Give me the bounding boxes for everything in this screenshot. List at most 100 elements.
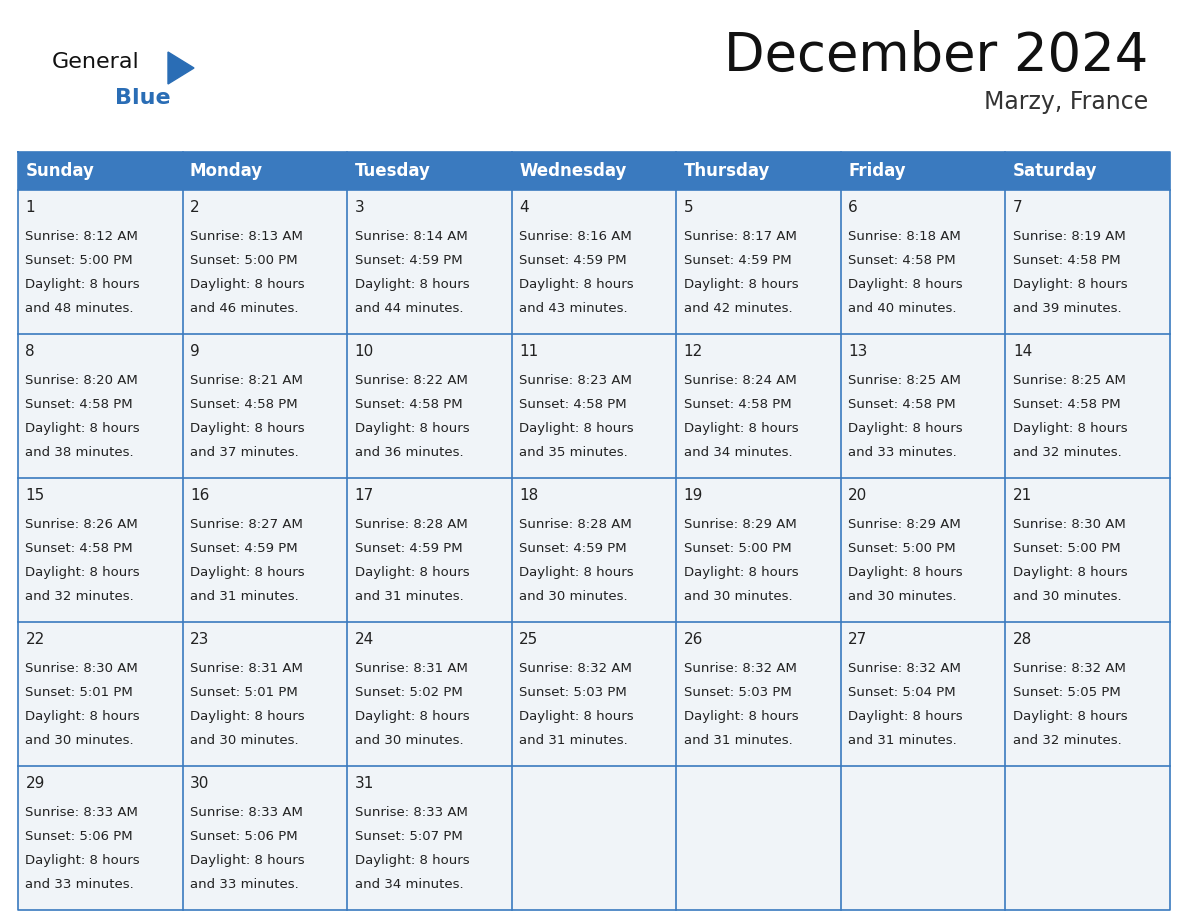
Bar (1005, 766, 1170, 910)
Text: Daylight: 8 hours: Daylight: 8 hours (354, 422, 469, 435)
Text: Sunrise: 8:31 AM: Sunrise: 8:31 AM (190, 662, 303, 676)
Text: General: General (52, 52, 140, 72)
Text: and 30 minutes.: and 30 minutes. (848, 589, 956, 602)
Bar (347, 334, 512, 478)
Bar (347, 478, 512, 622)
Text: Sunset: 5:00 PM: Sunset: 5:00 PM (25, 254, 133, 267)
Text: Sunset: 5:04 PM: Sunset: 5:04 PM (848, 686, 956, 700)
Text: Sunset: 4:58 PM: Sunset: 4:58 PM (519, 398, 627, 411)
Text: and 31 minutes.: and 31 minutes. (354, 589, 463, 602)
Bar (841, 152, 1005, 190)
Text: 15: 15 (25, 488, 45, 503)
Text: and 33 minutes.: and 33 minutes. (190, 878, 298, 890)
Text: 26: 26 (683, 633, 703, 647)
Text: Sunset: 4:59 PM: Sunset: 4:59 PM (190, 543, 298, 555)
Text: and 34 minutes.: and 34 minutes. (354, 878, 463, 890)
Text: Sunset: 5:00 PM: Sunset: 5:00 PM (848, 543, 956, 555)
Bar (1005, 190, 1170, 334)
Text: and 30 minutes.: and 30 minutes. (683, 589, 792, 602)
Text: Sunrise: 8:32 AM: Sunrise: 8:32 AM (1013, 662, 1126, 676)
Text: Sunset: 5:03 PM: Sunset: 5:03 PM (683, 686, 791, 700)
Polygon shape (168, 52, 194, 84)
Text: 23: 23 (190, 633, 209, 647)
Text: 30: 30 (190, 776, 209, 791)
Text: Daylight: 8 hours: Daylight: 8 hours (1013, 710, 1127, 722)
Text: Daylight: 8 hours: Daylight: 8 hours (519, 278, 633, 291)
Text: Daylight: 8 hours: Daylight: 8 hours (683, 422, 798, 435)
Text: 8: 8 (25, 344, 34, 359)
Text: Sunrise: 8:30 AM: Sunrise: 8:30 AM (25, 662, 138, 676)
Bar (512, 190, 676, 334)
Bar (18, 190, 183, 334)
Text: Sunrise: 8:30 AM: Sunrise: 8:30 AM (1013, 519, 1125, 532)
Bar (1005, 152, 1170, 190)
Text: Sunrise: 8:33 AM: Sunrise: 8:33 AM (190, 806, 303, 820)
Text: Sunset: 4:59 PM: Sunset: 4:59 PM (354, 254, 462, 267)
Text: 29: 29 (25, 776, 45, 791)
Text: Thursday: Thursday (683, 162, 770, 180)
Text: Sunrise: 8:29 AM: Sunrise: 8:29 AM (848, 519, 961, 532)
Text: Sunrise: 8:25 AM: Sunrise: 8:25 AM (1013, 375, 1126, 387)
Bar (347, 152, 512, 190)
Text: Sunrise: 8:17 AM: Sunrise: 8:17 AM (683, 230, 797, 243)
Text: 6: 6 (848, 200, 858, 215)
Text: 28: 28 (1013, 633, 1032, 647)
Text: and 31 minutes.: and 31 minutes. (683, 733, 792, 746)
Text: and 48 minutes.: and 48 minutes. (25, 302, 134, 315)
Text: Daylight: 8 hours: Daylight: 8 hours (190, 565, 304, 579)
Text: Sunrise: 8:20 AM: Sunrise: 8:20 AM (25, 375, 138, 387)
Text: Sunset: 4:58 PM: Sunset: 4:58 PM (848, 398, 956, 411)
Bar (183, 766, 347, 910)
Text: Sunrise: 8:29 AM: Sunrise: 8:29 AM (683, 519, 796, 532)
Text: Daylight: 8 hours: Daylight: 8 hours (848, 278, 963, 291)
Text: and 30 minutes.: and 30 minutes. (354, 733, 463, 746)
Text: Sunset: 5:05 PM: Sunset: 5:05 PM (1013, 686, 1120, 700)
Text: Sunrise: 8:27 AM: Sunrise: 8:27 AM (190, 519, 303, 532)
Text: Sunrise: 8:19 AM: Sunrise: 8:19 AM (1013, 230, 1125, 243)
Bar (512, 334, 676, 478)
Bar (841, 766, 1005, 910)
Text: Sunrise: 8:33 AM: Sunrise: 8:33 AM (354, 806, 467, 820)
Bar (18, 766, 183, 910)
Text: Sunrise: 8:32 AM: Sunrise: 8:32 AM (519, 662, 632, 676)
Text: Sunset: 5:03 PM: Sunset: 5:03 PM (519, 686, 627, 700)
Text: and 40 minutes.: and 40 minutes. (848, 302, 956, 315)
Text: and 31 minutes.: and 31 minutes. (848, 733, 958, 746)
Text: Sunday: Sunday (25, 162, 94, 180)
Bar (183, 334, 347, 478)
Text: Daylight: 8 hours: Daylight: 8 hours (25, 422, 140, 435)
Text: and 32 minutes.: and 32 minutes. (1013, 733, 1121, 746)
Text: Daylight: 8 hours: Daylight: 8 hours (683, 710, 798, 722)
Text: Sunset: 4:58 PM: Sunset: 4:58 PM (683, 398, 791, 411)
Text: December 2024: December 2024 (723, 30, 1148, 82)
Text: 25: 25 (519, 633, 538, 647)
Text: and 32 minutes.: and 32 minutes. (1013, 445, 1121, 459)
Text: and 35 minutes.: and 35 minutes. (519, 445, 628, 459)
Bar (183, 622, 347, 766)
Text: 16: 16 (190, 488, 209, 503)
Text: Sunset: 5:00 PM: Sunset: 5:00 PM (683, 543, 791, 555)
Text: 9: 9 (190, 344, 200, 359)
Bar (18, 478, 183, 622)
Text: 22: 22 (25, 633, 45, 647)
Text: 13: 13 (848, 344, 867, 359)
Text: Sunrise: 8:28 AM: Sunrise: 8:28 AM (354, 519, 467, 532)
Text: and 31 minutes.: and 31 minutes. (190, 589, 298, 602)
Text: and 39 minutes.: and 39 minutes. (1013, 302, 1121, 315)
Text: and 38 minutes.: and 38 minutes. (25, 445, 134, 459)
Text: Daylight: 8 hours: Daylight: 8 hours (190, 854, 304, 867)
Text: Daylight: 8 hours: Daylight: 8 hours (1013, 422, 1127, 435)
Text: Daylight: 8 hours: Daylight: 8 hours (354, 854, 469, 867)
Text: Daylight: 8 hours: Daylight: 8 hours (848, 710, 963, 722)
Bar (512, 478, 676, 622)
Text: 1: 1 (25, 200, 34, 215)
Text: Daylight: 8 hours: Daylight: 8 hours (683, 565, 798, 579)
Text: 4: 4 (519, 200, 529, 215)
Text: 10: 10 (354, 344, 374, 359)
Text: 5: 5 (683, 200, 694, 215)
Text: and 46 minutes.: and 46 minutes. (190, 302, 298, 315)
Bar (347, 622, 512, 766)
Text: Sunset: 4:58 PM: Sunset: 4:58 PM (848, 254, 956, 267)
Bar (676, 190, 841, 334)
Text: Sunset: 4:59 PM: Sunset: 4:59 PM (519, 254, 627, 267)
